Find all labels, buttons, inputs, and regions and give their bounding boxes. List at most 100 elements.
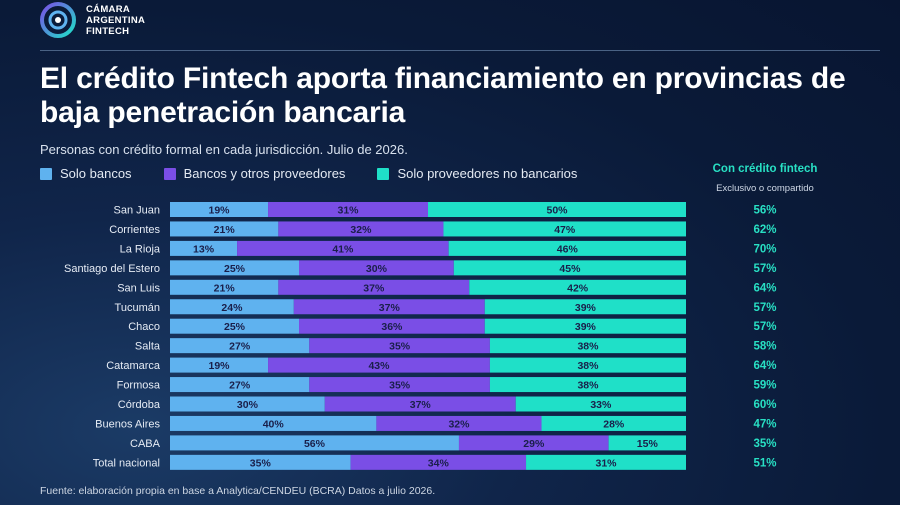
bar-segment-caba-solo-proveedores-no-bancarios xyxy=(608,435,686,451)
bar-segment-chaco-solo-bancos xyxy=(170,318,299,334)
bar-segment-san-juan-solo-bancos xyxy=(170,202,269,217)
data-label-catamarca-bancos-y-otros-proveedores: 43% xyxy=(368,360,390,372)
data-label-san-luis-bancos-y-otros-proveedores: 37% xyxy=(363,282,385,294)
data-label-total-nacional-bancos-y-otros-proveedores: 34% xyxy=(428,457,450,469)
fintech-column-title: Con crédito fintech xyxy=(712,163,818,175)
category-label-total-nacional: Total nacional xyxy=(93,457,160,469)
fintech-share-salta: 58% xyxy=(753,341,776,353)
data-label-la-rioja-bancos-y-otros-proveedores: 41% xyxy=(332,243,354,255)
data-label-san-juan-solo-bancos: 19% xyxy=(209,205,231,217)
source-note: Fuente: elaboración propia en base a Ana… xyxy=(40,485,436,497)
data-label-corrientes-bancos-y-otros-proveedores: 32% xyxy=(350,224,372,236)
data-label-caba-solo-proveedores-no-bancarios: 15% xyxy=(637,438,659,450)
legend-swatch-solo-bancos xyxy=(40,167,52,180)
legend-label-bancos-y-otros: Bancos y otros proveedores xyxy=(183,166,346,181)
fintech-share-san-juan: 56% xyxy=(753,205,776,217)
bar-segment-catamarca-solo-proveedores-no-bancarios xyxy=(489,357,686,373)
data-label-santiago-del-estero-bancos-y-otros-proveedores: 30% xyxy=(366,263,388,275)
fintech-share-corrientes: 62% xyxy=(753,224,776,236)
bar-segment-buenos-aires-solo-proveedores-no-bancarios xyxy=(541,415,686,431)
legend-label-solo-no-bancarios: Solo proveedores no bancarios xyxy=(397,166,578,181)
fintech-share-caba: 35% xyxy=(753,438,776,450)
bar-segment-caba-bancos-y-otros-proveedores xyxy=(458,435,609,451)
brand-logo: CÁMARA ARGENTINA FINTECH xyxy=(40,2,145,38)
data-label-chaco-bancos-y-otros-proveedores: 36% xyxy=(381,321,403,333)
data-label-cordoba-solo-bancos: 30% xyxy=(237,399,259,411)
data-label-santiago-del-estero-solo-proveedores-no-bancarios: 45% xyxy=(559,263,581,275)
category-label-tucuman: Tucumán xyxy=(115,302,160,314)
fintech-share-santiago-del-estero: 57% xyxy=(753,263,776,275)
bar-segment-salta-solo-bancos xyxy=(170,338,310,354)
brand-name: CÁMARA ARGENTINA FINTECH xyxy=(86,4,145,37)
bar-segment-total-nacional-solo-proveedores-no-bancarios xyxy=(526,454,686,470)
page-subtitle: Personas con crédito formal en cada juri… xyxy=(40,142,408,157)
data-label-santiago-del-estero-solo-bancos: 25% xyxy=(224,263,246,275)
data-label-total-nacional-solo-bancos: 35% xyxy=(250,457,272,469)
data-label-buenos-aires-bancos-y-otros-proveedores: 32% xyxy=(448,418,470,430)
legend-swatch-bancos-y-otros xyxy=(163,167,176,180)
bar-segment-corrientes-bancos-y-otros-proveedores xyxy=(278,221,444,237)
category-label-cordoba: Córdoba xyxy=(118,399,161,411)
data-label-cordoba-solo-proveedores-no-bancarios: 33% xyxy=(590,399,612,411)
legend-item-solo-bancos: Solo bancos xyxy=(40,166,132,181)
bar-segment-la-rioja-solo-proveedores-no-bancarios xyxy=(448,240,686,256)
bar-segment-san-juan-bancos-y-otros-proveedores xyxy=(268,202,428,217)
data-label-la-rioja-solo-bancos: 13% xyxy=(193,243,215,255)
bar-segment-formosa-solo-bancos xyxy=(170,377,310,393)
category-label-salta: Salta xyxy=(135,341,161,353)
bar-segment-tucuman-solo-bancos xyxy=(170,299,294,315)
fintech-column-header: Con crédito fintech Exclusivo o comparti… xyxy=(690,163,840,194)
bar-segment-santiago-del-estero-solo-bancos xyxy=(170,260,299,276)
bar-segment-chaco-solo-proveedores-no-bancarios xyxy=(484,318,686,334)
data-label-caba-bancos-y-otros-proveedores: 29% xyxy=(523,438,545,450)
data-label-buenos-aires-solo-bancos: 40% xyxy=(263,418,285,430)
data-label-formosa-bancos-y-otros-proveedores: 35% xyxy=(389,380,411,392)
data-label-chaco-solo-proveedores-no-bancarios: 39% xyxy=(575,321,597,333)
data-label-chaco-solo-bancos: 25% xyxy=(224,321,246,333)
bar-segment-caba-solo-bancos xyxy=(170,435,459,451)
bar-segment-santiago-del-estero-solo-proveedores-no-bancarios xyxy=(453,260,686,276)
category-label-san-juan: San Juan xyxy=(114,205,160,217)
brand-line-3: FINTECH xyxy=(86,25,130,37)
fintech-column-subtitle: Exclusivo o compartido xyxy=(716,183,814,194)
data-label-caba-solo-bancos: 56% xyxy=(304,438,326,450)
fintech-share-tucuman: 57% xyxy=(753,302,776,314)
bar-segment-tucuman-solo-proveedores-no-bancarios xyxy=(484,299,686,315)
brand-line-2: ARGENTINA xyxy=(86,14,146,26)
bar-segment-catamarca-bancos-y-otros-proveedores xyxy=(268,357,490,373)
fintech-share-cordoba: 60% xyxy=(753,399,776,411)
bar-segment-formosa-solo-proveedores-no-bancarios xyxy=(489,377,686,393)
data-label-formosa-solo-proveedores-no-bancarios: 38% xyxy=(577,380,599,392)
legend-label-solo-bancos: Solo bancos xyxy=(60,166,132,181)
category-label-san-luis: San Luis xyxy=(117,282,160,294)
bar-segment-san-luis-bancos-y-otros-proveedores xyxy=(278,279,470,295)
bar-segment-cordoba-solo-bancos xyxy=(170,396,325,412)
bar-segment-catamarca-solo-bancos xyxy=(170,357,269,373)
bar-segment-san-juan-solo-proveedores-no-bancarios xyxy=(428,202,686,217)
data-label-corrientes-solo-bancos: 21% xyxy=(214,224,236,236)
data-label-buenos-aires-solo-proveedores-no-bancarios: 28% xyxy=(603,418,625,430)
page-title: El crédito Fintech aporta financiamiento… xyxy=(40,62,846,129)
bar-segment-salta-bancos-y-otros-proveedores xyxy=(309,338,490,354)
bar-segment-corrientes-solo-bancos xyxy=(170,221,279,237)
data-label-tucuman-solo-proveedores-no-bancarios: 39% xyxy=(575,302,597,314)
data-label-la-rioja-solo-proveedores-no-bancarios: 46% xyxy=(557,243,579,255)
fintech-share-formosa: 59% xyxy=(753,380,776,392)
bar-segment-cordoba-bancos-y-otros-proveedores xyxy=(324,396,516,412)
fintech-share-buenos-aires: 47% xyxy=(753,418,776,430)
bar-segment-buenos-aires-solo-bancos xyxy=(170,415,377,431)
logo-mark-icon xyxy=(40,2,76,38)
data-label-catamarca-solo-proveedores-no-bancarios: 38% xyxy=(577,360,599,372)
fintech-share-catamarca: 64% xyxy=(753,360,776,372)
data-label-san-luis-solo-bancos: 21% xyxy=(214,282,236,294)
bar-segment-cordoba-solo-proveedores-no-bancarios xyxy=(515,396,686,412)
bar-segment-tucuman-bancos-y-otros-proveedores xyxy=(293,299,485,315)
bar-segment-san-luis-solo-bancos xyxy=(170,279,279,295)
bar-segment-buenos-aires-bancos-y-otros-proveedores xyxy=(376,415,542,431)
bar-segment-chaco-bancos-y-otros-proveedores xyxy=(299,318,485,334)
category-label-formosa: Formosa xyxy=(117,380,161,392)
category-label-la-rioja: La Rioja xyxy=(120,243,161,255)
data-label-cordoba-bancos-y-otros-proveedores: 37% xyxy=(410,399,432,411)
bar-segment-la-rioja-bancos-y-otros-proveedores xyxy=(237,240,449,256)
